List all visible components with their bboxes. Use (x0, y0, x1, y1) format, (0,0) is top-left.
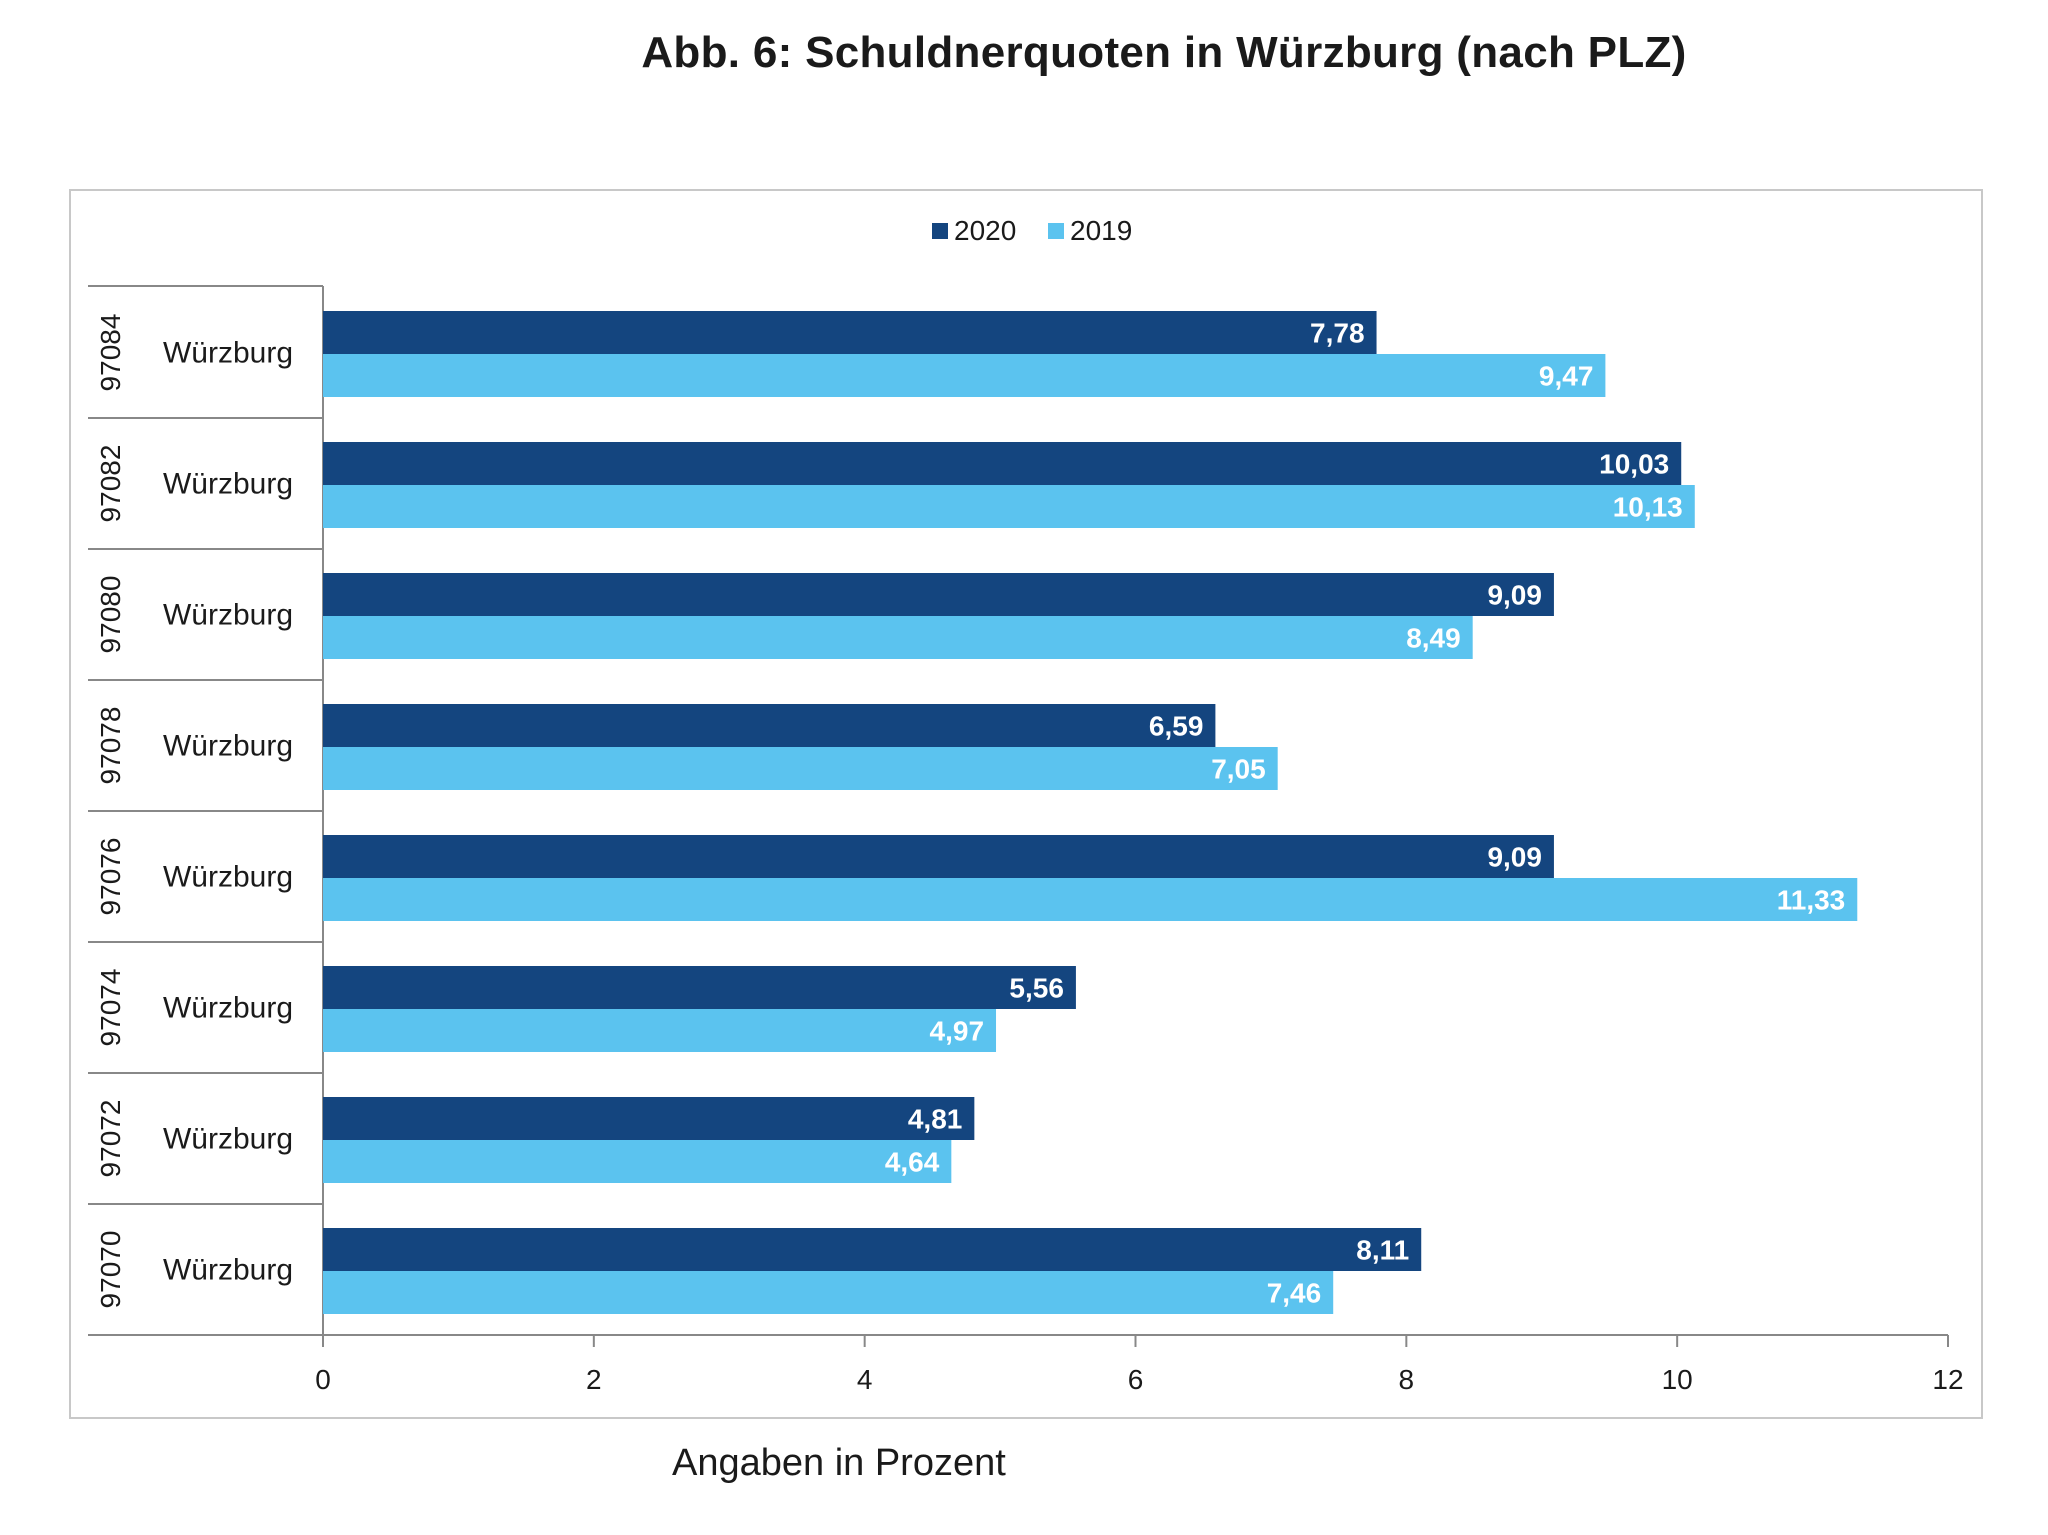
category-city-label: Würzburg (163, 992, 293, 1025)
x-axis: 0 2 4 6 8 10 12 (88, 1334, 1964, 1395)
category-plz-label: 97072 (95, 1100, 126, 1178)
x-tick-label: 0 (315, 1364, 331, 1395)
data-label-2019-97072: 4,64 (885, 1147, 940, 1178)
legend-swatch-2020 (932, 223, 948, 239)
data-label-2019-97070: 7,46 (1267, 1278, 1322, 1309)
x-tick-label: 10 (1662, 1364, 1693, 1395)
legend-swatch-2019 (1048, 223, 1064, 239)
data-label-2019-97082: 10,13 (1613, 492, 1683, 523)
data-label-2020-97080: 9,09 (1487, 580, 1542, 611)
category-plz-label: 97076 (95, 838, 126, 916)
bar-2020-97080 (323, 573, 1554, 616)
bar-2020-97076 (323, 835, 1554, 878)
data-label-2019-97076: 11,33 (1777, 885, 1846, 916)
category-plz-label: 97070 (95, 1231, 126, 1309)
category-city-label: Würzburg (163, 861, 293, 894)
data-label-2020-97082: 10,03 (1599, 449, 1669, 480)
category-city-label: Würzburg (163, 468, 293, 501)
category-plz-label: 97082 (95, 445, 126, 523)
x-tick-label: 8 (1399, 1364, 1415, 1395)
x-tick-label: 6 (1128, 1364, 1144, 1395)
bar-2020-97082 (323, 442, 1682, 485)
data-label-2019-97084: 9,47 (1539, 361, 1594, 392)
bars-group: 7,78 9,47 10,03 10,13 9,09 8,49 6,597,05 9,09 11… (323, 311, 1858, 1314)
bar-2020-97078 (323, 704, 1216, 747)
data-label-2019-97078: 7,05 (1211, 754, 1266, 785)
unit-note: Angaben in Prozent (672, 1442, 1006, 1484)
data-label-2019-97080: 8,49 (1406, 623, 1461, 654)
category-city-label: Würzburg (163, 1123, 293, 1156)
data-label-2020-97072: 4,81 (908, 1104, 963, 1135)
bar-2019-97082 (323, 485, 1695, 528)
data-label-2020-97070: 8,11 (1356, 1235, 1409, 1266)
bar-2019-97070 (323, 1271, 1334, 1314)
category-city-label: Würzburg (163, 599, 293, 632)
bar-2020-97072 (323, 1097, 975, 1140)
category-city-label: Würzburg (163, 730, 293, 763)
bar-2019-97084 (323, 354, 1606, 397)
bar-2020-97074 (323, 966, 1076, 1009)
category-axis: 97084 Würzburg 97082 Würzburg 97080 Würzburg 9… (88, 285, 324, 1335)
category-plz-label: 97084 (95, 314, 126, 392)
category-plz-label: 97078 (95, 707, 126, 785)
data-label-2020-97084: 7,78 (1310, 318, 1365, 349)
x-tick-label: 12 (1932, 1364, 1963, 1395)
bar-2019-97076 (323, 878, 1858, 921)
chart-legend: 2020 2019 (932, 215, 1132, 246)
bar-2019-97074 (323, 1009, 997, 1052)
data-label-2019-97074: 4,97 (930, 1016, 985, 1047)
category-city-label: Würzburg (163, 1254, 293, 1287)
x-tick-label: 2 (586, 1364, 602, 1395)
bar-2019-97080 (323, 616, 1473, 659)
bar-2019-97072 (323, 1140, 952, 1183)
x-tick-label: 4 (857, 1364, 873, 1395)
data-label-2020-97078: 6,59 (1149, 711, 1204, 742)
data-label-2020-97076: 9,09 (1487, 842, 1542, 873)
chart-title: Abb. 6: Schuldnerquoten in Würzburg (nac… (641, 28, 1687, 77)
legend-label-2019: 2019 (1070, 215, 1132, 246)
bar-2020-97070 (323, 1228, 1422, 1271)
category-plz-label: 97080 (95, 576, 126, 654)
legend-label-2020: 2020 (954, 215, 1016, 246)
category-city-label: Würzburg (163, 337, 293, 370)
category-plz-label: 97074 (95, 969, 126, 1047)
bar-2019-97078 (323, 747, 1278, 790)
data-label-2020-97074: 5,56 (1009, 973, 1064, 1004)
bar-2020-97084 (323, 311, 1377, 354)
